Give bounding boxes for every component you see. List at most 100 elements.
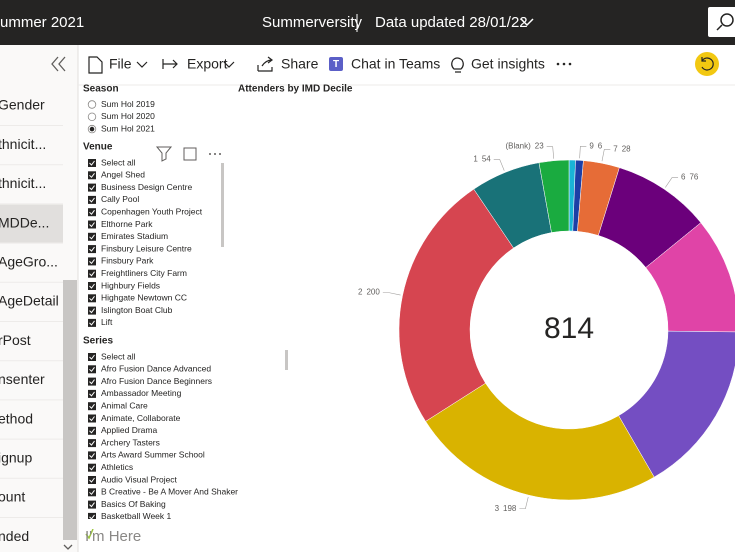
focus-icon[interactable]: [183, 147, 197, 161]
nav-item[interactable]: AgeDetail: [0, 293, 59, 309]
checkbox[interactable]: [88, 208, 96, 217]
checkbox-label[interactable]: Finsbury Park: [101, 256, 154, 266]
checkbox[interactable]: [88, 365, 96, 374]
checkbox[interactable]: [88, 195, 96, 204]
checkbox-label[interactable]: Animal Care: [101, 400, 148, 410]
checkbox-label[interactable]: Emirates Stadium: [101, 231, 168, 241]
checkbox-label[interactable]: Afro Fusion Dance Advanced: [101, 364, 211, 374]
checkbox[interactable]: [88, 500, 96, 509]
checkbox-label[interactable]: Basketball Week 1: [101, 511, 172, 521]
checkbox-label[interactable]: Select all: [101, 351, 136, 361]
checkbox-label[interactable]: Angel Shed: [101, 170, 145, 180]
label-category: 6: [681, 173, 686, 182]
checkbox[interactable]: [88, 183, 96, 192]
radio[interactable]: [87, 100, 97, 109]
radio-label[interactable]: Sum Hol 2019: [101, 99, 155, 109]
checkbox[interactable]: [88, 353, 96, 361]
checkbox[interactable]: [88, 282, 96, 290]
checkbox-label[interactable]: Audio Visual Project: [101, 474, 178, 484]
data-updated[interactable]: Data updated 28/01/22: [375, 14, 528, 31]
checkbox[interactable]: [88, 402, 96, 411]
toolbar-button[interactable]: Get insights: [471, 56, 545, 72]
dropdown-chevron[interactable]: [520, 18, 534, 27]
checkbox-label[interactable]: Lift: [101, 317, 113, 327]
checkbox[interactable]: [88, 257, 96, 266]
nav-item[interactable]: Gender: [0, 97, 45, 113]
checkbox-label[interactable]: Freightliners City Farm: [101, 268, 187, 278]
scroll-down[interactable]: [63, 544, 73, 550]
toolbar-button[interactable]: Export: [187, 56, 228, 72]
checkbox[interactable]: [88, 512, 96, 521]
checkbox-label[interactable]: Basics Of Baking: [101, 499, 166, 509]
checkbox-label[interactable]: Business Design Centre: [101, 182, 192, 192]
checkbox[interactable]: [88, 318, 96, 327]
more-button[interactable]: [556, 62, 572, 66]
donut-slice[interactable]: [398, 188, 514, 422]
nav-item[interactable]: ignup: [0, 450, 32, 466]
checkbox[interactable]: [88, 245, 96, 254]
data-label: 2 200: [358, 288, 380, 297]
checkbox[interactable]: [88, 171, 96, 180]
data-label: (Blank) 23: [505, 142, 544, 151]
checkbox[interactable]: [88, 476, 96, 484]
radio-label[interactable]: Sum Hol 2020: [101, 111, 155, 121]
toolbar-button[interactable]: Share: [281, 56, 319, 72]
checkbox-label[interactable]: Islington Boat Club: [101, 305, 173, 315]
donut-slice[interactable]: [425, 382, 655, 501]
collapse-button[interactable]: [51, 56, 66, 72]
checkbox[interactable]: [88, 294, 96, 303]
checkbox[interactable]: [88, 389, 96, 398]
checkbox-label[interactable]: Highbury Fields: [101, 280, 160, 290]
checkbox-label[interactable]: Animate, Collaborate: [101, 413, 181, 423]
checkbox-label[interactable]: Ambassador Meeting: [101, 388, 182, 398]
nav-item[interactable]: rPost: [0, 332, 31, 348]
nav-item[interactable]: MDDe...: [0, 214, 49, 230]
nav-item[interactable]: ethod: [0, 410, 33, 426]
checkbox-label[interactable]: Highgate Newtown CC: [101, 293, 187, 303]
visual-more[interactable]: [209, 153, 221, 155]
checkbox-label[interactable]: Cally Pool: [101, 194, 139, 204]
nav-item[interactable]: thnicit...: [0, 136, 46, 152]
nav-item[interactable]: nsenter: [0, 371, 45, 387]
checkbox-label[interactable]: Finsbury Leisure Centre: [101, 243, 192, 253]
checkbox[interactable]: [88, 426, 96, 435]
scrollbar: [63, 280, 77, 540]
toolbar-button[interactable]: Chat in Teams: [351, 56, 440, 72]
list-mask: [79, 519, 284, 529]
checkbox[interactable]: [88, 488, 96, 497]
radio[interactable]: [87, 112, 97, 121]
checkbox-label[interactable]: B Creative - Be A Mover And Shaker: [101, 487, 238, 497]
toolbar-button[interactable]: File: [109, 56, 132, 72]
checkbox[interactable]: [88, 269, 96, 278]
checkbox[interactable]: [88, 306, 96, 315]
nav-item[interactable]: thnicit...: [0, 175, 46, 191]
checkbox[interactable]: [88, 159, 96, 167]
checkbox-label[interactable]: Athletics: [101, 462, 133, 472]
checkbox-label[interactable]: Applied Drama: [101, 425, 157, 435]
checkbox[interactable]: [88, 451, 96, 460]
checkbox-label[interactable]: Copenhagen Youth Project: [101, 206, 203, 216]
checkbox-label[interactable]: Arts Award Summer School: [101, 450, 205, 460]
logo-mark: [85, 528, 94, 540]
check: [89, 173, 95, 179]
checkbox[interactable]: [88, 439, 96, 448]
checkbox-label[interactable]: Archery Tasters: [101, 437, 160, 447]
donut-slice[interactable]: [645, 222, 735, 333]
nav-item[interactable]: ount: [0, 489, 25, 505]
filter-icon[interactable]: [155, 146, 173, 162]
radio-label[interactable]: Sum Hol 2021: [101, 123, 155, 133]
reset-button[interactable]: [695, 52, 719, 76]
label-value: 200: [366, 288, 380, 297]
checkbox[interactable]: [88, 463, 96, 472]
nav-item[interactable]: AgeGro...: [0, 254, 58, 270]
label-category: 1: [473, 155, 478, 164]
donut-slice[interactable]: [538, 159, 570, 233]
checkbox-label[interactable]: Afro Fusion Dance Beginners: [101, 376, 212, 386]
checkbox[interactable]: [88, 220, 96, 229]
checkbox[interactable]: [88, 377, 96, 386]
checkbox-label[interactable]: Elthorne Park: [101, 219, 153, 229]
checkbox[interactable]: [88, 232, 96, 241]
checkbox-label[interactable]: Select all: [101, 157, 136, 167]
checkbox[interactable]: [88, 414, 96, 423]
nav-item[interactable]: nded: [0, 528, 29, 544]
